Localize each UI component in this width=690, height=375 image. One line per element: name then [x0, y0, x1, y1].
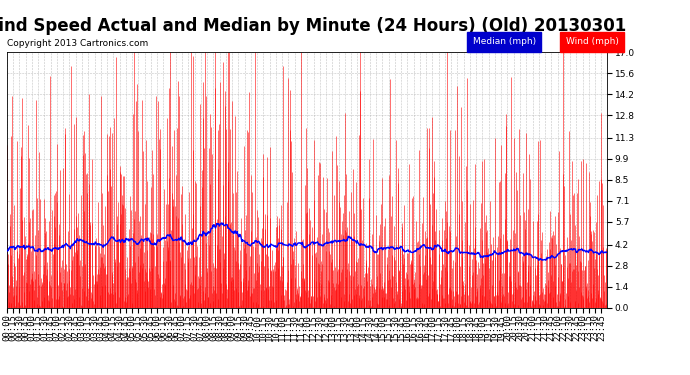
Text: Wind Speed Actual and Median by Minute (24 Hours) (Old) 20130301: Wind Speed Actual and Median by Minute (… [0, 17, 627, 35]
Text: Wind (mph): Wind (mph) [566, 38, 619, 46]
Text: Median (mph): Median (mph) [473, 38, 535, 46]
Text: Copyright 2013 Cartronics.com: Copyright 2013 Cartronics.com [7, 39, 148, 48]
